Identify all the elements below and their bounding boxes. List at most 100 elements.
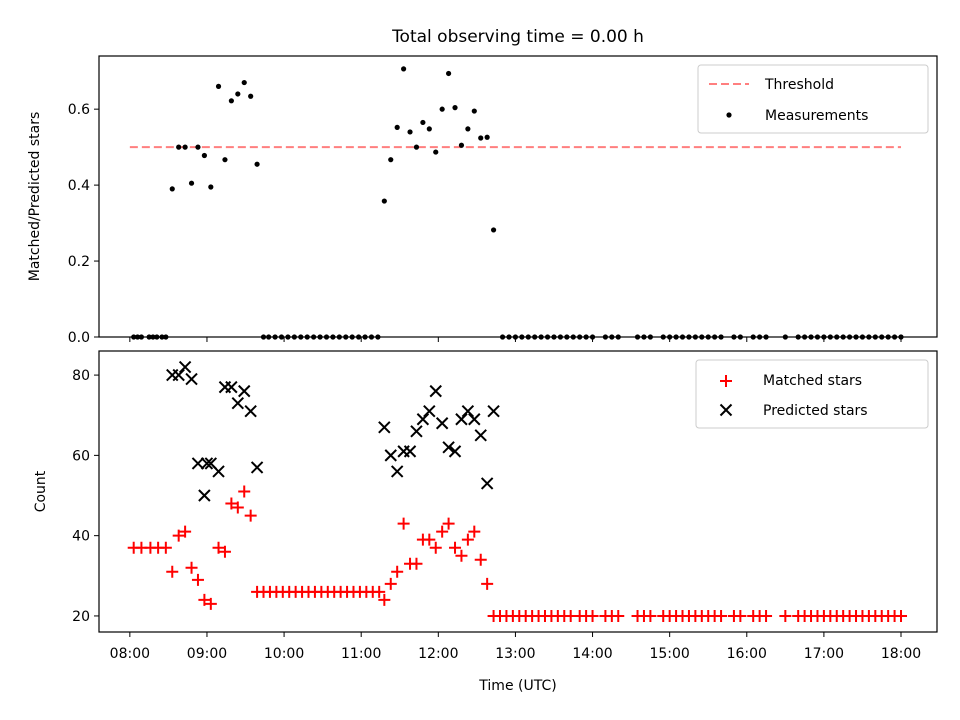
x-tick-label: 17:00 <box>804 646 844 662</box>
measurement-point <box>660 334 666 340</box>
matched-star-point <box>218 545 231 558</box>
measurement-point <box>407 129 413 135</box>
matched-star-point <box>172 529 185 542</box>
legend-matched-label: Matched stars <box>763 373 862 389</box>
predicted-star-point <box>191 457 205 470</box>
y-tick-label: 0.0 <box>68 330 90 346</box>
measurement-point <box>602 334 608 340</box>
predicted-star-point <box>212 465 225 478</box>
measurement-point <box>634 334 641 340</box>
measurement-point <box>609 334 615 340</box>
measurement-point <box>201 152 207 159</box>
measurement-point <box>452 105 458 111</box>
predicted-star-point <box>225 380 238 394</box>
measurement-point <box>343 334 349 340</box>
measurement-point <box>285 334 291 340</box>
measurement-point <box>532 334 538 340</box>
measurement-point <box>330 334 336 340</box>
y-tick-label: 0.4 <box>68 178 90 194</box>
measurement-point <box>484 134 490 140</box>
matched-star-point <box>474 553 487 566</box>
predicted-star-point <box>238 384 251 398</box>
predicted-star-point <box>403 445 417 458</box>
measurement-point <box>827 334 833 340</box>
measurement-point <box>757 334 763 340</box>
matched-star-point <box>644 609 657 622</box>
predicted-star-point <box>410 425 423 438</box>
x-tick-label: 11:00 <box>341 646 381 662</box>
measurement-point <box>420 119 426 126</box>
predicted-star-point <box>384 449 397 462</box>
matched-star-point <box>449 541 462 554</box>
measurement-point <box>131 334 137 340</box>
predicted-star-point <box>435 417 449 430</box>
x-tick-label: 08:00 <box>110 646 150 662</box>
y-axis-label: Matched/Predicted stars <box>27 112 43 282</box>
x-tick-label: 12:00 <box>418 646 458 662</box>
measurement-point <box>356 334 362 340</box>
measurement-point <box>885 334 891 340</box>
measurement-point <box>814 334 821 340</box>
measurement-point <box>150 334 156 340</box>
measurement-point <box>731 334 737 340</box>
x-tick-label: 14:00 <box>572 646 612 662</box>
measurement-point <box>615 334 621 340</box>
measurement-point <box>879 334 885 340</box>
matched-star-point <box>468 525 481 538</box>
measurement-point <box>176 144 182 150</box>
upper-axes: 0.0 0.2 0.4 0.6 Matched/Predicted stars Thres… <box>27 55 938 346</box>
matched-star-point <box>231 501 244 514</box>
measurement-point <box>712 334 718 340</box>
legend-predicted-swatch <box>719 403 733 417</box>
x-tick-label: 13:00 <box>495 646 535 662</box>
lower-axes-frame <box>98 350 938 633</box>
predicted-star-point <box>198 489 211 502</box>
measurement-point <box>248 93 254 99</box>
measurement-point <box>802 334 808 340</box>
measurement-point <box>750 334 756 340</box>
matched-star-point <box>397 517 410 530</box>
predicted-star-point <box>244 405 257 418</box>
measurement-point <box>413 144 420 150</box>
matched-star-point <box>760 609 773 622</box>
measurement-point <box>241 79 247 86</box>
matched-star-point <box>779 609 792 622</box>
measurement-point <box>705 334 711 340</box>
measurement-point <box>647 334 653 340</box>
measurement-point <box>692 334 698 340</box>
measurement-point <box>368 334 375 340</box>
measurement-point <box>388 157 394 163</box>
measurement-point <box>471 108 477 114</box>
predicted-star-point <box>487 405 500 418</box>
matched-star-point <box>225 497 238 510</box>
predicted-star-point <box>423 405 436 418</box>
measurement-point <box>222 157 228 163</box>
matched-star-point <box>191 573 204 586</box>
y-tick-label: 60 <box>72 448 90 464</box>
measurement-point <box>699 334 705 340</box>
measurement-point <box>551 334 557 340</box>
matched-star-point <box>384 577 397 590</box>
predicted-star-point <box>416 413 430 426</box>
measurement-point <box>445 70 452 77</box>
measurement-point <box>159 334 165 340</box>
measurement-point <box>336 334 342 340</box>
measurement-point <box>686 334 692 340</box>
measurement-point <box>763 334 769 340</box>
x-tick-label: 09:00 <box>187 646 227 662</box>
predicted-star-point <box>390 465 404 478</box>
predicted-star-point <box>178 360 192 374</box>
measurement-point <box>782 334 788 340</box>
measurement-point <box>891 334 898 340</box>
measurement-point <box>853 334 859 340</box>
predicted-star-point <box>448 445 462 458</box>
matched-star-point <box>238 485 251 498</box>
measurement-point <box>146 334 152 340</box>
measurement-point <box>266 334 272 340</box>
measurement-point <box>583 334 589 340</box>
measurement-point <box>375 334 381 340</box>
matched-star-point <box>244 509 257 522</box>
measurement-point <box>465 126 471 132</box>
measurement-point <box>215 83 222 89</box>
